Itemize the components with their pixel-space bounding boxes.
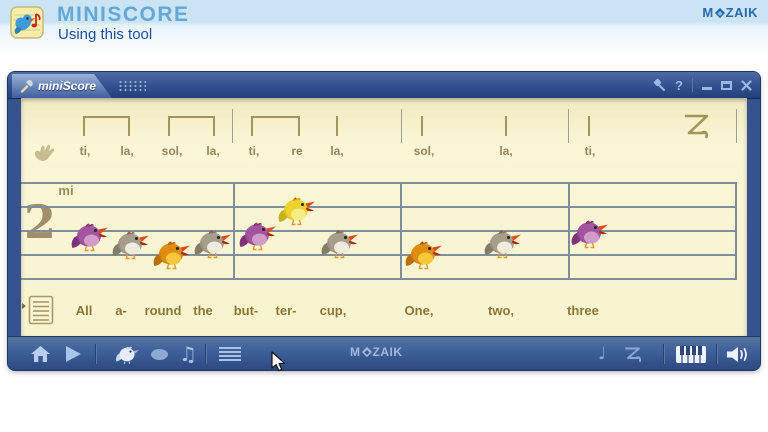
maximize-button[interactable] (721, 80, 732, 90)
miniscore-tab[interactable]: miniScore (12, 74, 112, 98)
quarter-note-stem[interactable] (421, 116, 423, 136)
mouse-cursor (271, 351, 285, 372)
note-bird-sol[interactable] (152, 238, 192, 270)
mozaik-logo: M ZAIK (702, 5, 758, 20)
lyrics-marker-icon (22, 303, 26, 309)
page-title: MINISCORE (57, 3, 190, 26)
staff-barline (568, 182, 570, 280)
note-bird-re[interactable] (277, 194, 317, 226)
rest-button[interactable] (622, 345, 646, 363)
staff-line (21, 278, 737, 280)
staff-line (21, 230, 737, 232)
rhythm-barline (736, 109, 737, 143)
lyric-word: the (193, 303, 213, 318)
lyrics-list-icon[interactable] (28, 295, 54, 325)
rhythm-barline (401, 109, 402, 143)
lyric-word: One, (404, 303, 434, 318)
lyric-word: All (75, 303, 93, 318)
note-bird-la[interactable] (111, 228, 151, 260)
eighth-note-beam[interactable] (168, 116, 215, 136)
bird-notes-button[interactable] (114, 344, 140, 364)
note-bird-la[interactable] (193, 227, 233, 259)
note-bird-la[interactable] (320, 227, 360, 259)
page-subtitle: Using this tool (58, 26, 153, 43)
page-header: MINISCORE Using this tool M ZAIK (0, 0, 768, 56)
miniscore-window: miniScore ? mi 2 (8, 72, 760, 370)
titlebar-separator (692, 78, 693, 92)
solfege-syllable: la, (120, 144, 134, 158)
score-canvas[interactable]: mi 2 ti, la, sol, la, ti, re la, sol, la, ti, (21, 98, 747, 336)
volume-button[interactable] (724, 344, 750, 364)
rhythm-barline (232, 109, 233, 143)
solfege-syllable: ti, (584, 144, 596, 158)
note-head-button[interactable] (149, 348, 169, 361)
toolbar: ♫ M ZAIK ♩ (8, 336, 760, 370)
solfege-syllable: ti, (248, 144, 260, 158)
note-bird-ti[interactable] (238, 219, 278, 251)
solfege-syllable: la, (206, 144, 220, 158)
lyric-word: two, (488, 303, 514, 318)
help-button[interactable]: ? (675, 77, 683, 93)
quarter-note-button[interactable]: ♩ (597, 343, 607, 364)
menu-button[interactable] (218, 345, 242, 363)
miniscore-app-icon (10, 6, 44, 39)
solfege-syllable: la, (330, 144, 344, 158)
window-title: miniScore (38, 79, 97, 93)
quarter-rest-icon[interactable] (682, 111, 714, 141)
solfege-syllable: re (291, 144, 303, 158)
pin-icon[interactable] (652, 78, 666, 92)
play-button[interactable] (64, 346, 82, 362)
close-button[interactable] (741, 79, 752, 91)
play-icon (65, 346, 81, 362)
toolbar-separator (716, 344, 717, 364)
wrench-icon (20, 79, 33, 93)
pitch-label-mi: mi (58, 183, 74, 198)
quarter-note-stem[interactable] (336, 116, 338, 136)
mozaik-logo-toolbar: M ZAIK (350, 345, 403, 359)
eighth-note-beam[interactable] (251, 116, 300, 136)
staff-barline (735, 182, 737, 280)
toolbar-separator (663, 344, 664, 364)
solfege-syllable: sol, (413, 144, 435, 158)
lyric-word: but- (233, 303, 259, 318)
home-button[interactable] (29, 344, 51, 364)
solfege-syllable: sol, (161, 144, 183, 158)
keyboard-button[interactable] (674, 344, 708, 364)
note-bird-ti[interactable] (570, 217, 610, 249)
melody-button[interactable]: ♫ (179, 342, 197, 366)
mozaik-diamond-icon (714, 7, 725, 18)
lyric-word: three (567, 303, 599, 318)
minimize-button[interactable] (702, 86, 712, 90)
lyric-word: cup, (319, 303, 347, 318)
hand-sign-icon (34, 144, 55, 162)
staff-line (21, 182, 737, 184)
staff-barline (400, 182, 402, 280)
lyric-word: round (144, 303, 182, 318)
quarter-note-stem[interactable] (588, 116, 590, 136)
titlebar-grip-handle[interactable] (118, 80, 146, 93)
note-bird-la[interactable] (483, 227, 523, 259)
solfege-syllable: ti, (79, 144, 91, 158)
eighth-note-beam[interactable] (83, 116, 130, 136)
window-titlebar[interactable]: miniScore ? (8, 72, 760, 99)
quarter-note-stem[interactable] (505, 116, 507, 136)
note-bird-sol[interactable] (404, 238, 444, 270)
mozaik-diamond-icon (361, 346, 372, 358)
menu-icon (219, 345, 241, 363)
staff-line (21, 206, 737, 208)
toolbar-separator (95, 344, 96, 364)
lyric-word: ter- (275, 303, 297, 318)
note-head-icon (150, 349, 168, 360)
solfege-syllable: la, (499, 144, 513, 158)
note-bird-ti[interactable] (70, 220, 110, 252)
rhythm-barline (568, 109, 569, 143)
staff-barline (233, 182, 235, 280)
staff-line (21, 254, 737, 256)
toolbar-separator (205, 344, 206, 364)
lyric-word: a- (115, 303, 127, 318)
